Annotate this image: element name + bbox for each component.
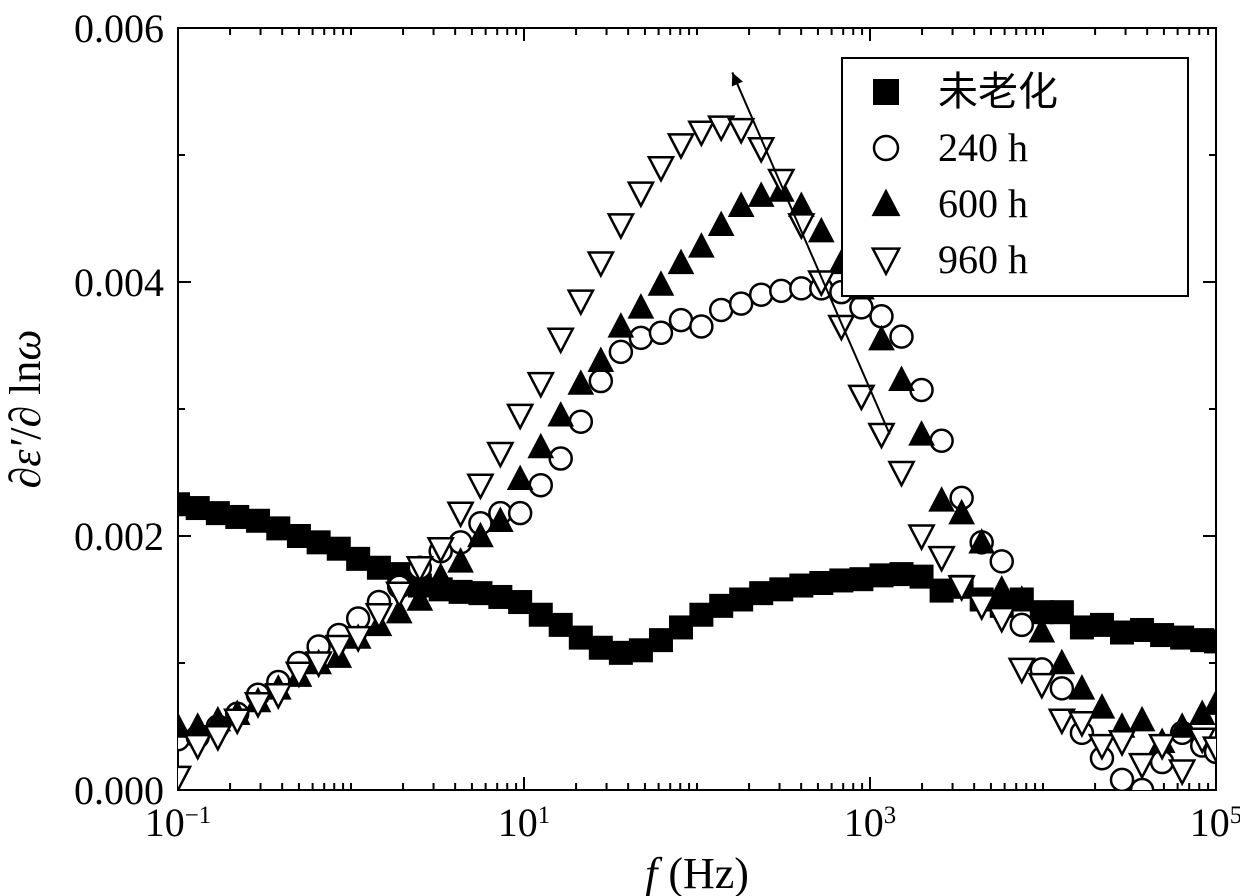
- legend-label: 未老化: [938, 69, 1058, 114]
- y-tick-label: 0.004: [74, 260, 164, 305]
- y-tick-label: 0.000: [74, 768, 164, 813]
- legend-label: 960 h: [938, 237, 1028, 282]
- legend-label: 600 h: [938, 181, 1028, 226]
- chart-container: 10−11011031050.0000.0020.0040.006f (Hz)∂…: [0, 0, 1240, 896]
- legend: 未老化 240 h 600 h 960 h: [842, 58, 1188, 296]
- legend-label: 240 h: [938, 125, 1028, 170]
- x-axis-label: f (Hz): [645, 849, 749, 896]
- y-tick-label: 0.006: [74, 6, 164, 51]
- y-axis-label: ∂ε′/∂ lnω: [1, 329, 50, 488]
- y-tick-label: 0.002: [74, 514, 164, 559]
- scatter-chart: 10−11011031050.0000.0020.0040.006f (Hz)∂…: [0, 0, 1240, 896]
